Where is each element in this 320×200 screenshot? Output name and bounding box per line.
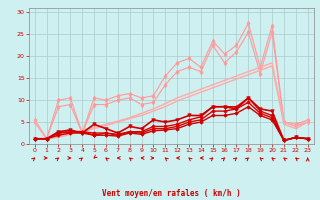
Text: Vent moyen/en rafales ( km/h ): Vent moyen/en rafales ( km/h ): [102, 189, 241, 198]
